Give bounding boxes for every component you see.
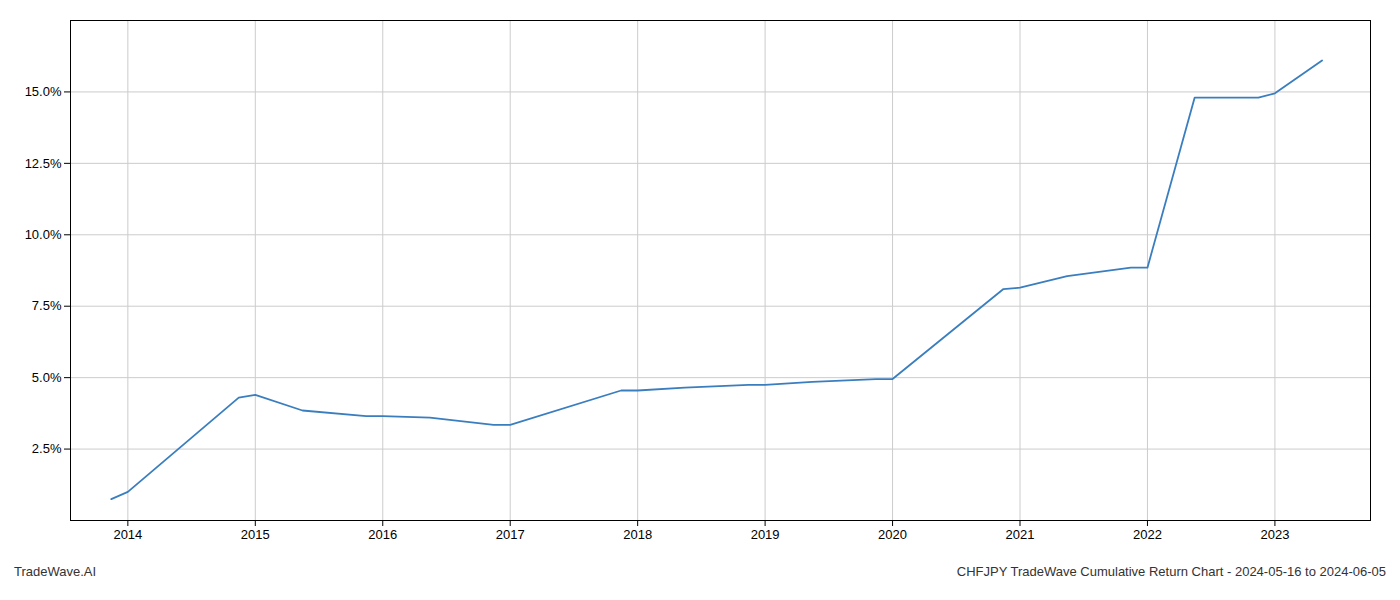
svg-text:2016: 2016	[368, 527, 397, 542]
svg-text:2018: 2018	[623, 527, 652, 542]
svg-text:2022: 2022	[1133, 527, 1162, 542]
html-text:CHFJPY TradeWave Cumulative Re: CHFJPY TradeWave Cumulative Return Chart…	[956, 564, 1386, 579]
svg-text:2017: 2017	[496, 527, 525, 542]
svg-text:2014: 2014	[113, 527, 142, 542]
svg-text:2019: 2019	[751, 527, 780, 542]
svg-text:7.5%: 7.5%	[32, 298, 62, 313]
svg-text:2015: 2015	[241, 527, 270, 542]
html-text:TradeWave.AI: TradeWave.AI	[14, 564, 97, 579]
svg-text:5.0%: 5.0%	[32, 370, 62, 385]
svg-text:2023: 2023	[1260, 527, 1289, 542]
svg-text:10.0%: 10.0%	[25, 227, 62, 242]
svg-text:2020: 2020	[878, 527, 907, 542]
svg-text:15.0%: 15.0%	[25, 84, 62, 99]
svg-text:2.5%: 2.5%	[32, 441, 62, 456]
svg-text:2021: 2021	[1006, 527, 1035, 542]
svg-text:12.5%: 12.5%	[25, 156, 62, 171]
